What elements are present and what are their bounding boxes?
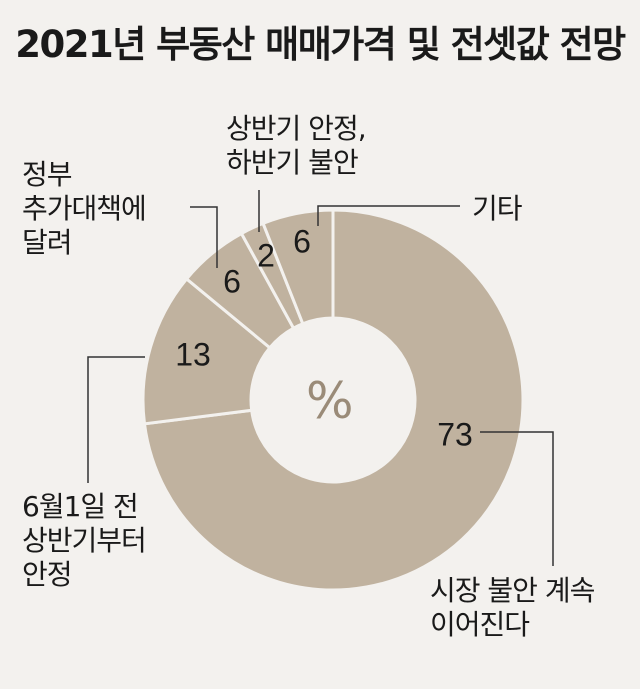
center-unit-label: % (306, 372, 354, 430)
slice-market-unrest (142, 208, 525, 592)
slice-other (261, 208, 335, 326)
donut-hole (252, 319, 414, 481)
slice-label-first-half-stable: 상반기 안정, 하반기 불안 (226, 112, 367, 179)
value-label-other: 6 (293, 223, 311, 259)
slice-stable-before-june (141, 276, 272, 426)
value-label-gov-measures: 6 (223, 263, 241, 299)
slice-label-other: 기타 (472, 192, 523, 225)
leader-line-market-unrest (480, 431, 554, 566)
value-label-market-unrest: 73 (437, 416, 473, 452)
leader-line-stable-before-june (87, 356, 145, 483)
leader-line-other (317, 205, 460, 226)
chart-title: 2021년 부동산 매매가격 및 전셋값 전망 (15, 23, 626, 66)
value-label-stable-before-june: 13 (175, 336, 211, 372)
value-label-first-half-stable: 2 (257, 237, 275, 273)
slice-label-gov-measures: 정부 추가대책에 달려 (22, 158, 147, 259)
slice-label-stable-before-june: 6월1일 전 상반기부터 안정 (22, 490, 147, 591)
leader-line-gov-measures (190, 206, 218, 268)
slice-label-market-unrest: 시장 불안 계속 이어진다 (430, 574, 595, 641)
